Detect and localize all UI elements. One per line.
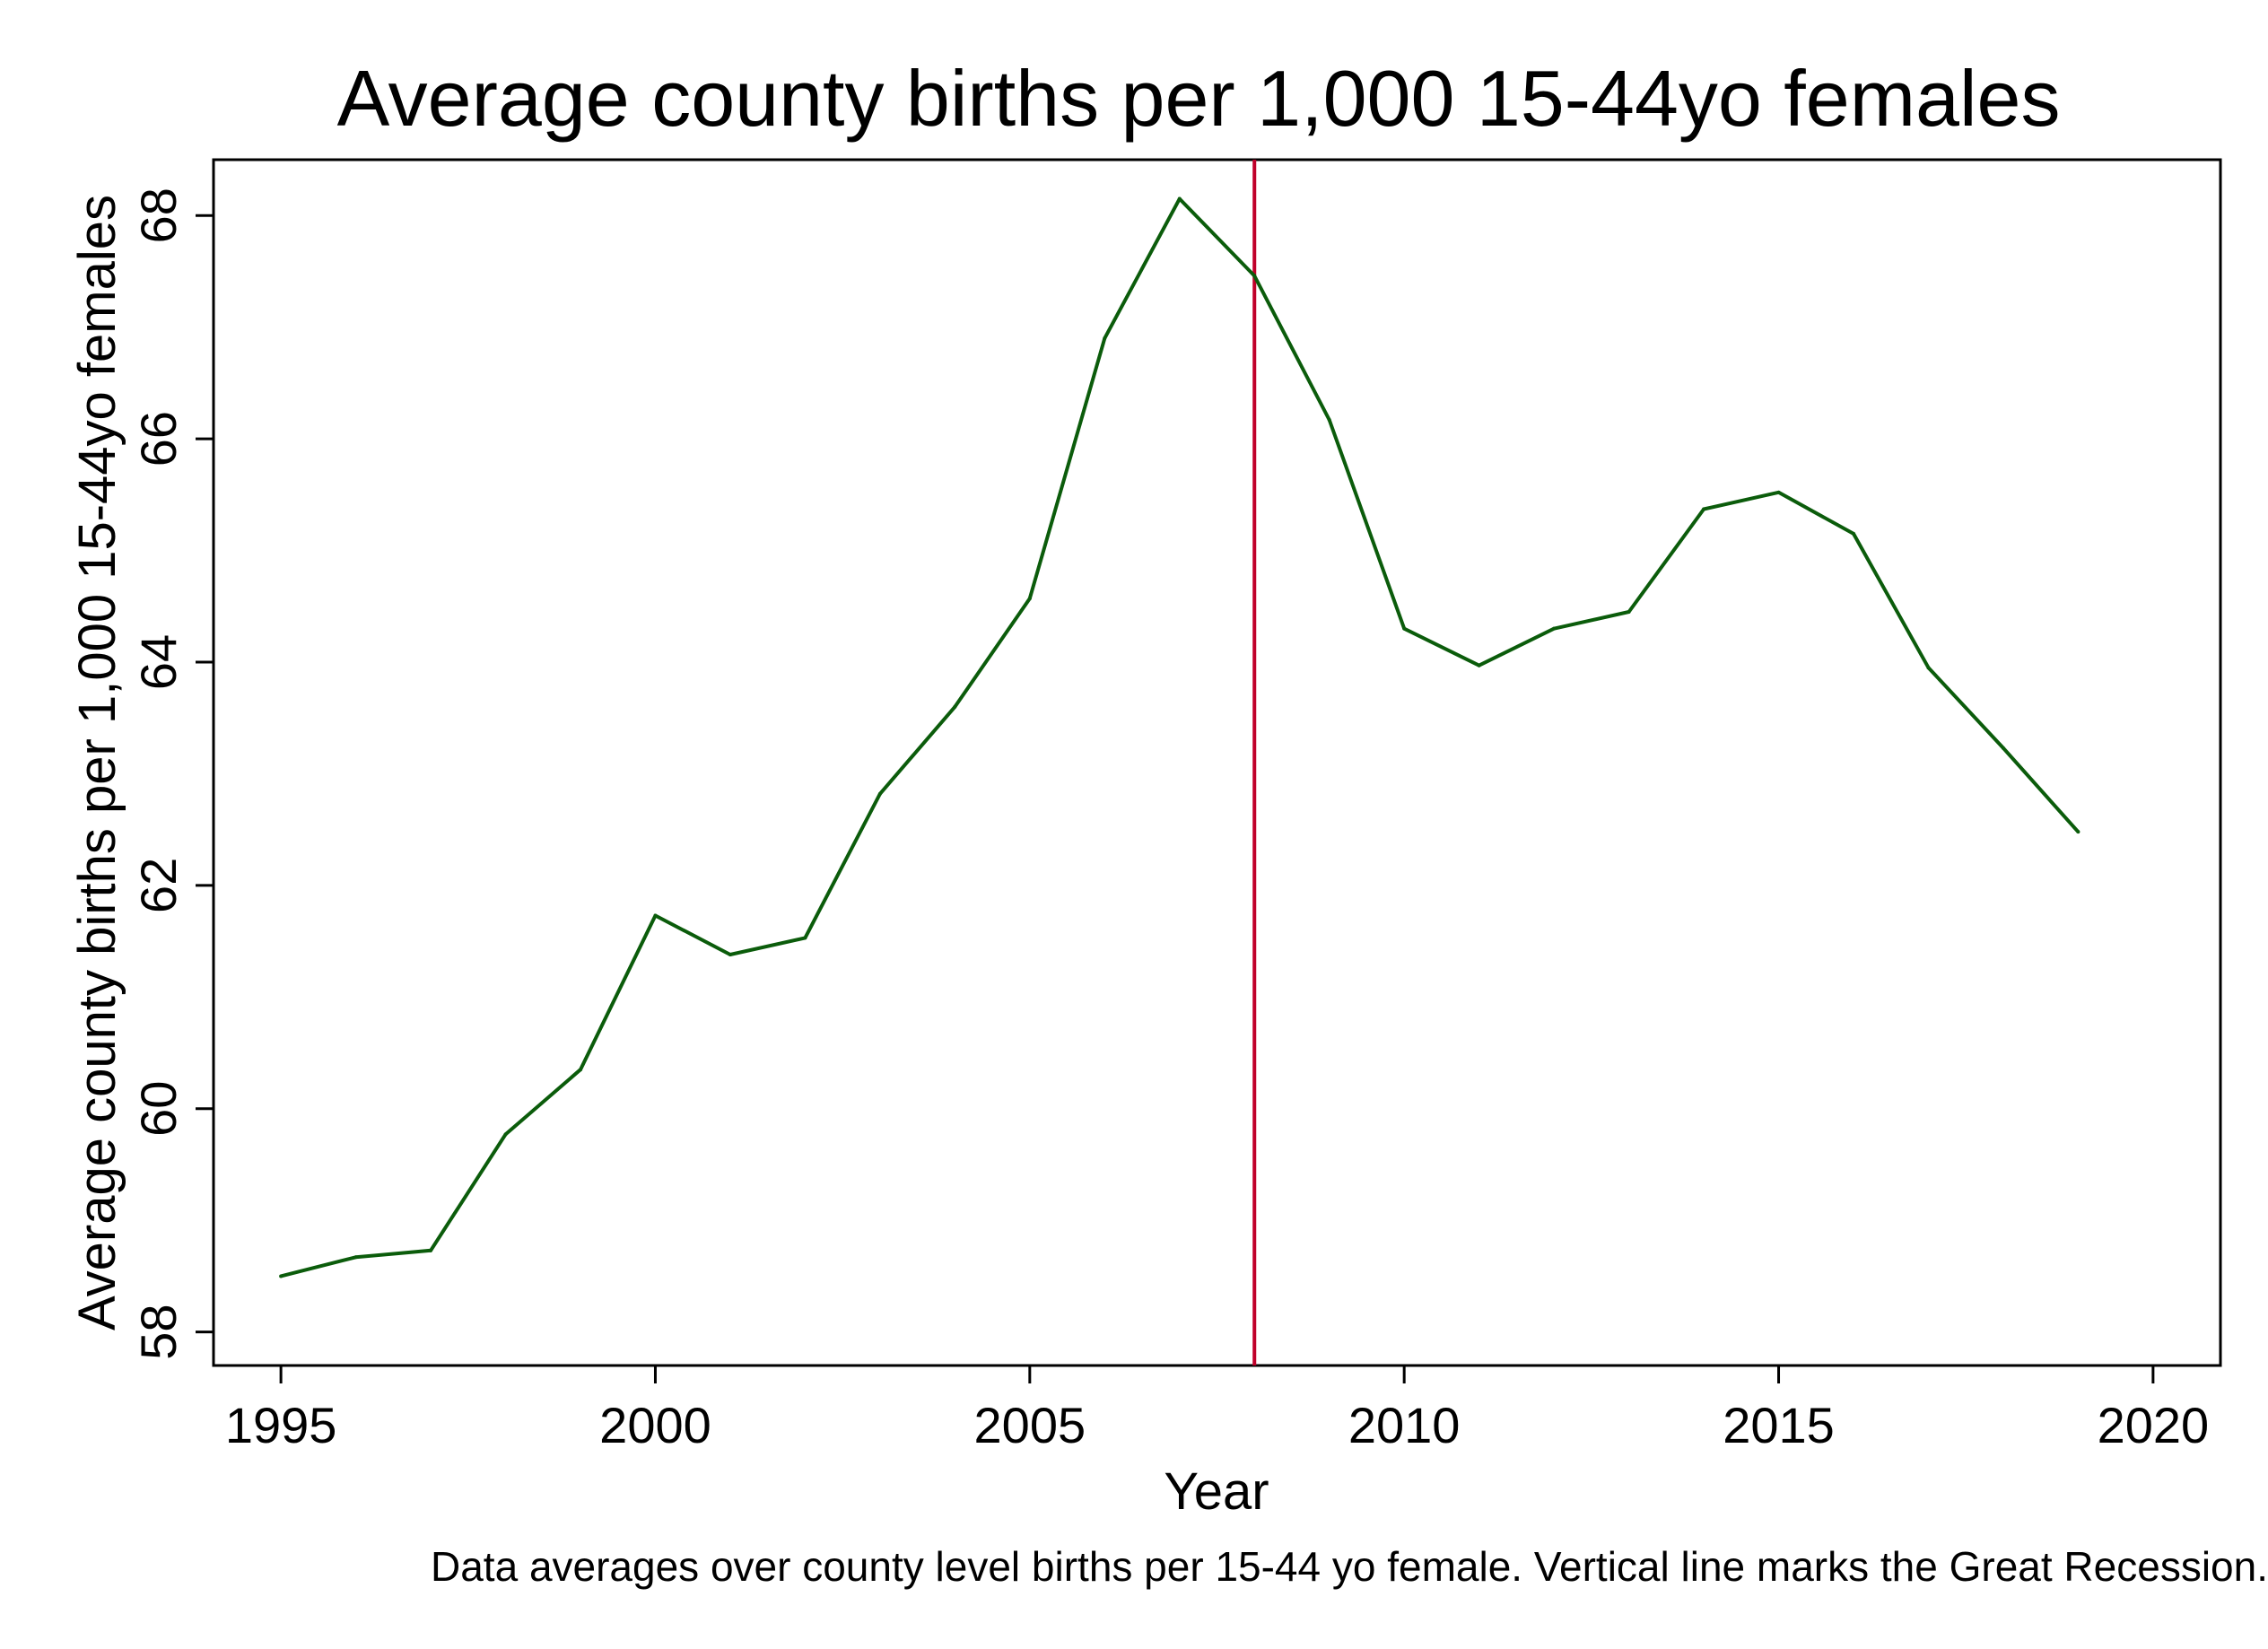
data-point [1851, 531, 1855, 536]
data-point [1702, 507, 1706, 511]
y-axis-label: Average county births per 1,000 15-44yo … [68, 195, 126, 1331]
data-point [1477, 663, 1481, 667]
x-axis-label: Year [1164, 1462, 1269, 1521]
y-tick-label: 62 [130, 858, 187, 913]
y-axis: 58 60 62 64 66 68 [130, 188, 214, 1360]
data-point [1103, 336, 1107, 341]
x-tick-label: 2000 [599, 1397, 711, 1453]
plot-area-frame [212, 158, 2222, 1367]
series-group [279, 196, 2080, 1278]
data-point [429, 1248, 433, 1252]
chart-title: Average county births per 1,000 15-44yo … [337, 54, 2061, 143]
data-point [2076, 830, 2080, 834]
data-point [279, 1274, 284, 1278]
data-point [503, 1132, 508, 1137]
data-point [1926, 666, 1931, 670]
y-tick-label: 58 [130, 1304, 187, 1360]
data-point [803, 936, 807, 940]
data-point [1627, 610, 1631, 614]
data-point [1552, 626, 1557, 631]
data-point [1177, 196, 1182, 201]
x-tick-label: 1995 [225, 1397, 337, 1453]
x-tick-label: 2020 [2098, 1397, 2210, 1453]
y-tick-label: 60 [130, 1081, 187, 1137]
data-point [653, 913, 658, 918]
x-tick-label: 2015 [1723, 1397, 1835, 1453]
data-point [953, 704, 957, 709]
y-tick-label: 66 [130, 411, 187, 467]
data-point [1776, 490, 1781, 494]
data-point [877, 791, 882, 796]
data-point [353, 1255, 358, 1260]
data-point [1327, 417, 1331, 422]
data-point [579, 1068, 583, 1072]
data-point [728, 953, 732, 957]
data-point [1402, 626, 1407, 631]
data-point [1027, 597, 1032, 601]
y-tick-label: 64 [130, 634, 187, 690]
x-tick-label: 2010 [1348, 1397, 1461, 1453]
data-point [2001, 746, 2005, 750]
data-point [1252, 274, 1257, 278]
x-tick-label: 2005 [974, 1397, 1086, 1453]
chart-footnote: Data averages over county level births p… [431, 1543, 2268, 1590]
y-tick-label: 68 [130, 188, 187, 243]
x-axis: 1995 2000 2005 2010 2015 2020 [225, 1365, 2209, 1453]
